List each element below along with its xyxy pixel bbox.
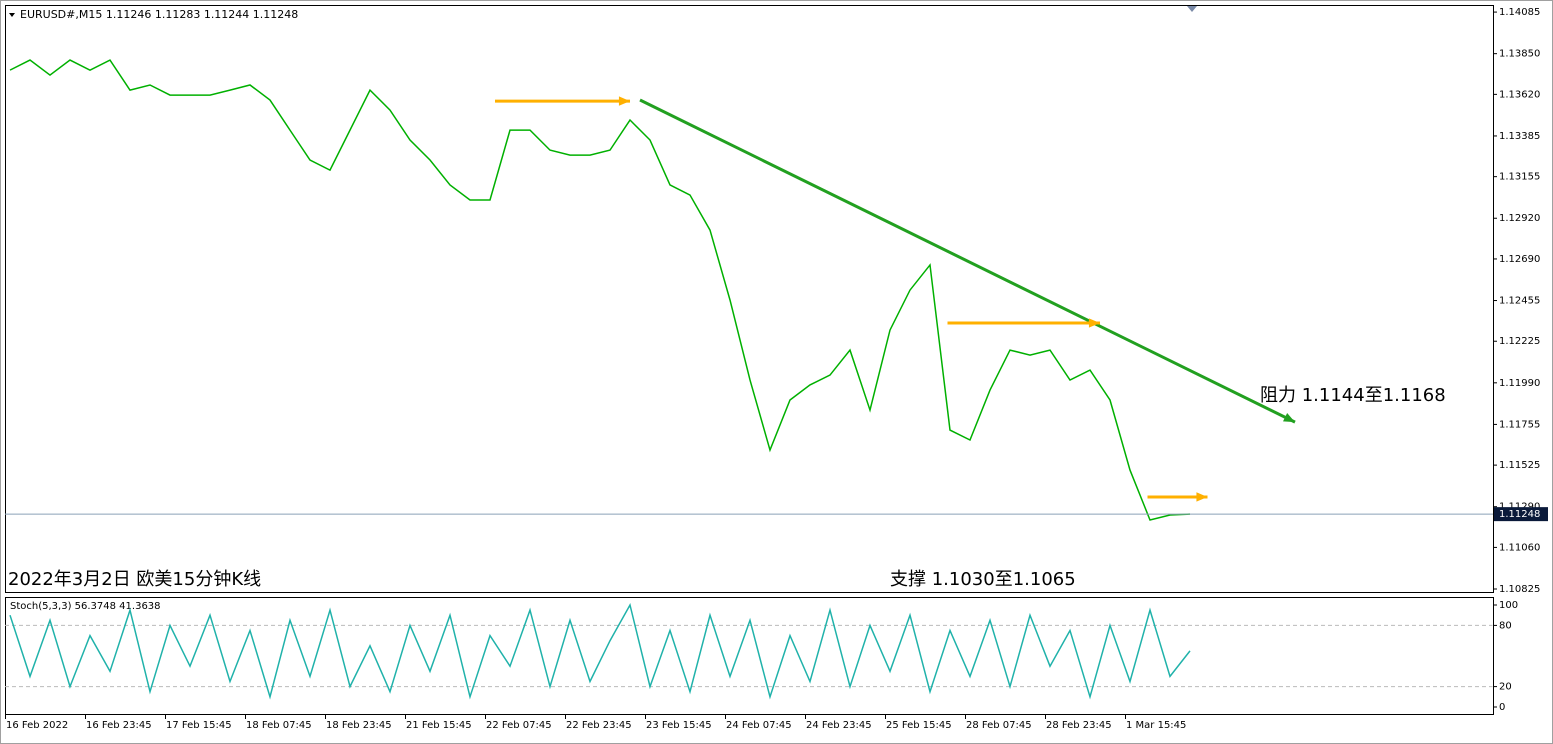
x-tick-label: 22 Feb 23:45	[566, 720, 632, 731]
y-tick-label: 1.14085	[1499, 7, 1540, 18]
x-tick-label: 23 Feb 15:45	[646, 720, 712, 731]
y-tick-label: 0	[1499, 702, 1505, 713]
x-tick-label: 25 Feb 15:45	[886, 720, 952, 731]
y-tick-label: 1.13155	[1499, 172, 1540, 183]
symbol-header: EURUSD#,M15 1.11246 1.11283 1.11244 1.11…	[20, 8, 298, 21]
stoch-panel	[5, 597, 1494, 715]
arrow-head	[1196, 492, 1208, 502]
resistance-note: 阻力 1.1144至1.1168	[1260, 385, 1446, 406]
x-tick-label: 17 Feb 15:45	[166, 720, 232, 731]
x-tick-label: 24 Feb 23:45	[806, 720, 872, 731]
y-tick-label: 1.12690	[1499, 254, 1540, 265]
y-tick-label: 100	[1499, 600, 1518, 611]
y-tick-label: 20	[1499, 682, 1512, 693]
y-tick-label: 1.11525	[1499, 460, 1540, 471]
x-tick-label: 16 Feb 2022	[6, 720, 68, 731]
support-note: 支撑 1.1030至1.1065	[890, 569, 1076, 590]
price-line	[9, 59, 1191, 521]
x-tick-label: 28 Feb 07:45	[966, 720, 1032, 731]
y-tick-label: 1.11755	[1499, 419, 1540, 430]
arrow-head	[618, 96, 630, 106]
x-tick-label: 22 Feb 07:45	[486, 720, 552, 731]
x-tick-label: 1 Mar 15:45	[1126, 720, 1186, 731]
x-tick-label: 16 Feb 23:45	[86, 720, 152, 731]
arrow-head	[1088, 318, 1100, 328]
x-tick-label: 18 Feb 23:45	[326, 720, 392, 731]
y-tick-label: 1.13385	[1499, 131, 1540, 142]
main-panel	[5, 5, 1494, 593]
x-tick-label: 28 Feb 23:45	[1046, 720, 1112, 731]
x-tick-label: 21 Feb 15:45	[406, 720, 472, 731]
y-tick-label: 80	[1499, 620, 1512, 631]
y-tick-label: 1.11060	[1499, 542, 1540, 553]
x-tick-label: 18 Feb 07:45	[246, 720, 312, 731]
chart-title: 2022年3月2日 欧美15分钟K线	[8, 569, 261, 590]
y-tick-label: 1.12225	[1499, 336, 1540, 347]
menu-arrow	[9, 13, 15, 17]
x-tick-label: 24 Feb 07:45	[726, 720, 792, 731]
y-tick-label: 1.13850	[1499, 49, 1540, 60]
arrow-head	[1283, 413, 1295, 423]
current-price-label: 1.11248	[1499, 509, 1540, 520]
y-tick-label: 1.13620	[1499, 89, 1540, 100]
shift-marker	[1187, 6, 1197, 12]
stoch-title: Stoch(5,3,3) 56.3748 41.3638	[10, 601, 161, 612]
current-price-box	[1494, 507, 1548, 522]
y-tick-label: 1.12920	[1499, 213, 1540, 224]
y-tick-label: 1.11990	[1499, 378, 1540, 389]
y-tick-label: 1.10825	[1499, 584, 1540, 595]
trend-line	[639, 98, 1296, 424]
price-line	[9, 602, 1191, 700]
y-tick-label: 1.12455	[1499, 296, 1540, 307]
